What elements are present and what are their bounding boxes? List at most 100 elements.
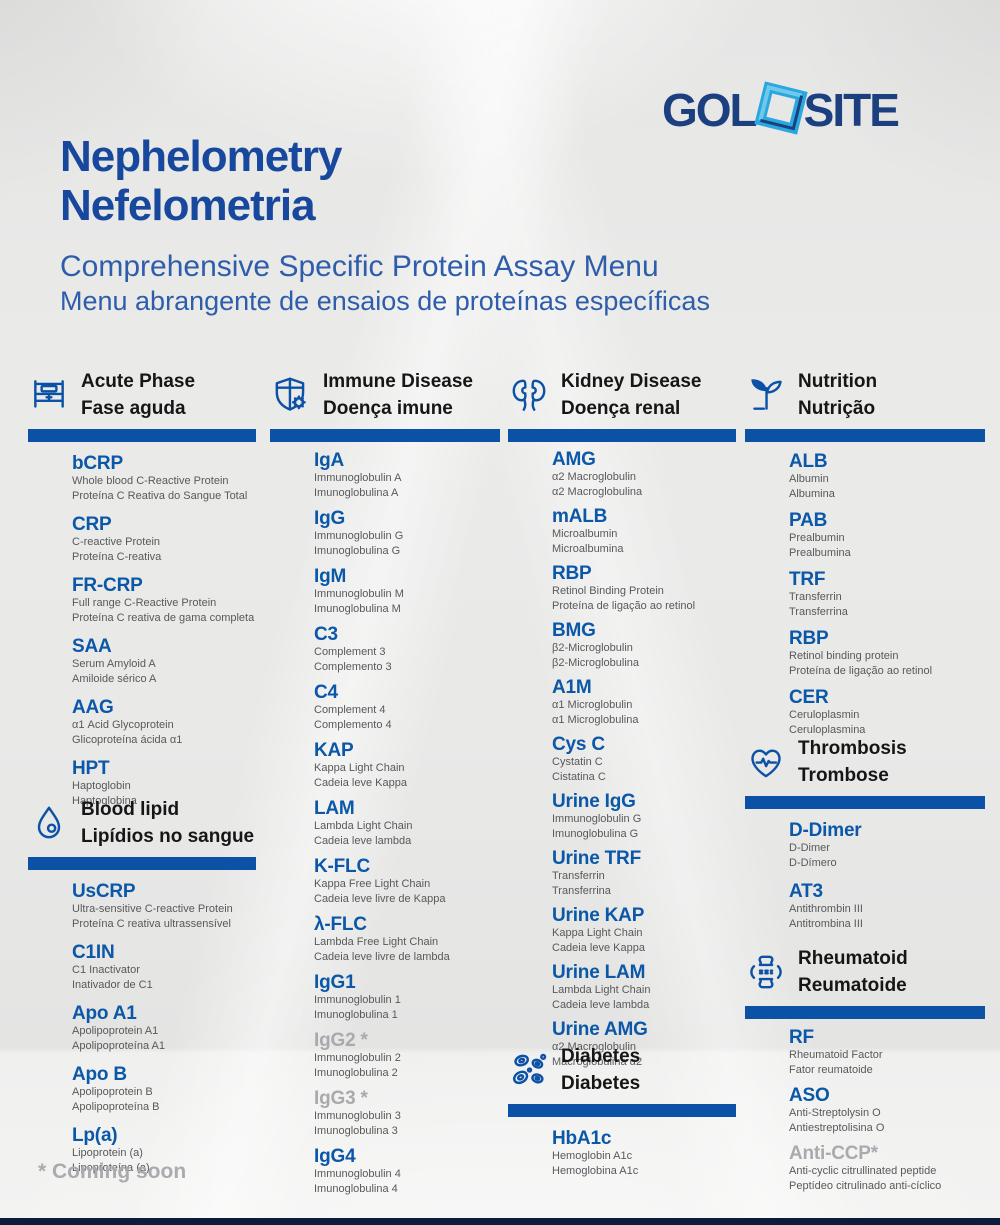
assay-description-pt: Hemoglobina A1c bbox=[552, 1164, 639, 1177]
section-items: HbA1c Hemoglobin A1c Hemoglobina A1c bbox=[508, 1128, 736, 1178]
assay-item: RBP Retinol Binding Protein Proteína de li… bbox=[552, 563, 736, 613]
assay-description-en: Immunoglobulin G bbox=[314, 530, 404, 542]
assay-abbreviation: AMG bbox=[552, 449, 596, 470]
assay-item: CRP C-reactive Protein Proteína C-reativa bbox=[72, 514, 256, 564]
assay-item: UsCRP Ultra-sensitive C-reactive Protein P… bbox=[72, 881, 256, 931]
assay-abbreviation: CRP bbox=[72, 514, 112, 535]
section-title-en: Diabetes bbox=[561, 1046, 641, 1067]
section-rheumatoid: Rheumatoid Reumatoide RF Rheumatoid Factor F… bbox=[745, 945, 985, 1193]
assay-item: ASO Anti-Streptolysin O Antiestreptolisina… bbox=[789, 1085, 985, 1135]
assay-description-pt: Prealbumina bbox=[789, 546, 851, 559]
assay-abbreviation: K-FLC bbox=[314, 856, 370, 877]
assay-description-pt: Microalbumina bbox=[552, 542, 624, 555]
coming-soon-note: * Coming soon bbox=[38, 1160, 187, 1183]
section-title: Immune Disease Doença imune bbox=[323, 368, 473, 422]
assay-description-pt: Amiloide sérico A bbox=[72, 672, 157, 685]
assay-item: AT3 Antithrombin III Antitrombina III bbox=[789, 881, 985, 931]
assay-description-pt: Peptídeo citrulinado anti-cíclico bbox=[789, 1179, 942, 1192]
assay-item: HbA1c Hemoglobin A1c Hemoglobina A1c bbox=[552, 1128, 736, 1178]
assay-description-pt: Proteína de ligação ao retinol bbox=[552, 599, 696, 612]
section-header: Immune Disease Doença imune bbox=[270, 368, 500, 422]
section-header: Thrombosis Trombose bbox=[745, 735, 985, 789]
assay-description-pt: α2 Macroglobulina bbox=[552, 485, 643, 498]
assay-description-pt: Imunoglobulina 1 bbox=[314, 1008, 398, 1021]
assay-item: IgG1 Immunoglobulin 1 Imunoglobulina 1 bbox=[314, 972, 500, 1022]
assay-description-pt: Proteína C reativa ultrassensível bbox=[72, 917, 231, 930]
assay-description-en: Anti-Streptolysin O bbox=[789, 1107, 881, 1119]
assay-description-en: Ceruloplasmin bbox=[789, 709, 860, 721]
assay-item: HPT Haptoglobin Haptoglobina bbox=[72, 758, 256, 808]
section-title: Rheumatoid Reumatoide bbox=[798, 945, 908, 999]
assay-abbreviation: IgG2 * bbox=[314, 1030, 368, 1051]
assay-abbreviation: IgG bbox=[314, 508, 346, 529]
section-title-en: Acute Phase bbox=[81, 371, 196, 392]
assay-abbreviation: bCRP bbox=[72, 453, 123, 474]
assay-description-pt: Cistatina C bbox=[552, 770, 606, 783]
logo-text-right: SITE bbox=[803, 84, 900, 136]
assay-abbreviation: Urine KAP bbox=[552, 905, 645, 926]
assay-description-en: Ultra-sensitive C-reactive Protein bbox=[72, 903, 233, 915]
assay-item: Cys C Cystatin C Cistatina C bbox=[552, 734, 736, 784]
assay-abbreviation: UsCRP bbox=[72, 881, 136, 902]
section-header: Blood lipid Lipídios no sangue bbox=[28, 796, 256, 850]
assay-description-pt: Proteína C-reativa bbox=[72, 550, 162, 563]
assay-abbreviation: AT3 bbox=[789, 881, 823, 902]
section-items: IgA Immunoglobulin A Imunoglobulina A IgG Im… bbox=[270, 450, 500, 1196]
section-header: Kidney Disease Doença renal bbox=[508, 368, 736, 422]
assay-description-en: Lipoprotein (a) bbox=[72, 1147, 143, 1159]
assay-item: bCRP Whole blood C-Reactive Protein Proteí… bbox=[72, 453, 256, 503]
section-title-pt: Reumatoide bbox=[798, 975, 907, 996]
section-title-en: Nutrition bbox=[798, 371, 878, 392]
page-title-en: Nephelometry bbox=[60, 132, 342, 181]
assay-abbreviation: HbA1c bbox=[552, 1128, 612, 1149]
diamond-logo-icon bbox=[749, 76, 813, 140]
assay-item: IgG4 Immunoglobulin 4 Imunoglobulina 4 bbox=[314, 1146, 500, 1196]
section-title: Acute Phase Fase aguda bbox=[81, 368, 195, 422]
assay-item: IgA Immunoglobulin A Imunoglobulina A bbox=[314, 450, 500, 500]
assay-description-pt: Ceruloplasmina bbox=[789, 723, 866, 736]
assay-description-pt: Lipoproteína (a) bbox=[72, 1161, 150, 1174]
assay-description-pt: Transferrina bbox=[552, 884, 611, 897]
assay-description-en: β2-Microglobulin bbox=[552, 642, 633, 654]
assay-abbreviation: IgG4 bbox=[314, 1146, 356, 1167]
assay-description-en: Apolipoprotein A1 bbox=[72, 1025, 159, 1037]
assay-description-pt: Cadeia leve livre de lambda bbox=[314, 950, 450, 963]
assay-description-pt: Imunoglobulina 2 bbox=[314, 1066, 398, 1079]
assay-description-en: Rheumatoid Factor bbox=[789, 1049, 883, 1061]
assay-abbreviation: HPT bbox=[72, 758, 110, 779]
assay-description-en: Prealbumin bbox=[789, 532, 845, 544]
assay-item: C3 Complement 3 Complemento 3 bbox=[314, 624, 500, 674]
section-items: AMG α2 Macroglobulin α2 Macroglobulina mALB… bbox=[508, 449, 736, 1069]
assay-item: Apo A1 Apolipoprotein A1 Apolipoproteína A… bbox=[72, 1003, 256, 1053]
assay-item: K-FLC Kappa Free Light Chain Cadeia leve l… bbox=[314, 856, 500, 906]
assay-abbreviation: IgM bbox=[314, 566, 347, 587]
assay-description-pt: Proteína C Reativa do Sangue Total bbox=[72, 489, 248, 502]
assay-description-en: Retinol Binding Protein bbox=[552, 585, 664, 597]
assay-description-pt: Imunoglobulina A bbox=[314, 486, 399, 499]
assay-item: CER Ceruloplasmin Ceruloplasmina bbox=[789, 687, 985, 737]
assay-abbreviation: C1IN bbox=[72, 942, 115, 963]
section-underline-bar bbox=[745, 1006, 985, 1019]
assay-abbreviation: Cys C bbox=[552, 734, 605, 755]
assay-abbreviation: mALB bbox=[552, 506, 608, 527]
assay-description-en: Anti-cyclic citrullinated peptide bbox=[789, 1165, 937, 1177]
assay-description-en: C-reactive Protein bbox=[72, 536, 161, 548]
assay-abbreviation: Urine IgG bbox=[552, 791, 636, 812]
section-thrombosis: Thrombosis Trombose D-Dimer D-Dimer D-Dímero… bbox=[745, 735, 985, 931]
assay-abbreviation: RBP bbox=[552, 563, 592, 584]
section-title-pt: Doença renal bbox=[561, 398, 681, 419]
assay-item: Anti-CCP* Anti-cyclic citrullinated pepti… bbox=[789, 1143, 985, 1193]
assay-description-en: Immunoglobulin 2 bbox=[314, 1052, 401, 1064]
assay-abbreviation: CER bbox=[789, 687, 829, 708]
section-underline-bar bbox=[745, 796, 985, 809]
assay-abbreviation: IgG1 bbox=[314, 972, 356, 993]
assay-item: AMG α2 Macroglobulin α2 Macroglobulina bbox=[552, 449, 736, 499]
assay-abbreviation: C3 bbox=[314, 624, 338, 645]
assay-description-en: Complement 3 bbox=[314, 646, 386, 658]
assay-item: Urine LAM Lambda Light Chain Cadeia leve l… bbox=[552, 962, 736, 1012]
assay-item: IgG2 * Immunoglobulin 2 Imunoglobulina 2 bbox=[314, 1030, 500, 1080]
assay-description-en: Whole blood C-Reactive Protein bbox=[72, 475, 229, 487]
assay-description-pt: Cadeia leve lambda bbox=[314, 834, 412, 847]
assay-description-pt: Albumina bbox=[789, 487, 835, 500]
